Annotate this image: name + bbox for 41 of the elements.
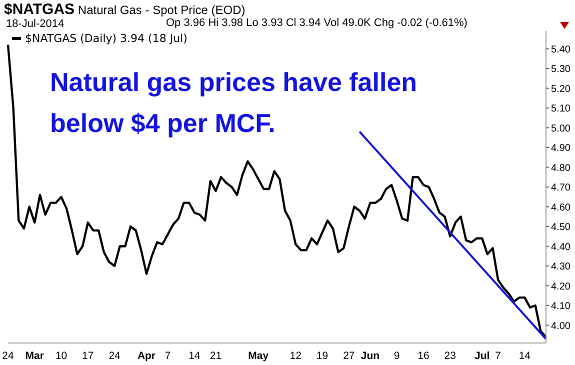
- x-tick-label: Mar: [25, 350, 44, 362]
- y-tick-label: 4.20: [551, 281, 571, 292]
- x-tick-label: 14: [518, 350, 531, 362]
- y-tick-label: 4.70: [551, 182, 571, 194]
- x-tick-label: 24: [108, 350, 121, 362]
- x-tick-label: 27: [343, 350, 355, 362]
- x-tick-label: Jun: [360, 350, 380, 362]
- y-tick-label: 4.80: [551, 162, 571, 174]
- legend-label: $NATGAS (Daily) 3.94 (18 Jul): [25, 32, 188, 45]
- x-tick-label: 12: [290, 350, 302, 362]
- chart-title: $NATGAS Natural Gas - Spot Price (EOD): [4, 1, 246, 18]
- x-tick-label: 7: [164, 350, 171, 362]
- x-tick-label: 24: [2, 350, 14, 362]
- y-tick-label: 4.50: [551, 222, 571, 234]
- x-tick-label: 7: [495, 350, 502, 362]
- y-tick-label: 5.40: [551, 44, 571, 56]
- x-tick-label: 14: [188, 350, 200, 362]
- y-tick-label: 4.30: [551, 262, 571, 273]
- y-tick-label: 5.20: [551, 84, 571, 95]
- y-tick-label: 5.10: [551, 104, 571, 115]
- x-tick-label: May: [248, 350, 269, 362]
- x-tick-label: 10: [55, 350, 68, 362]
- x-tick-label: 21: [210, 350, 222, 362]
- x-tick-label: 19: [316, 350, 328, 362]
- y-tick-label: 4.40: [551, 242, 571, 253]
- y-tick-label: 4.00: [551, 320, 571, 332]
- text: Op 3.96 Hi 3.98 Lo 3.93 Cl 3.94 Vol 49.0K Chg -0.02 (-0.61%): [166, 17, 468, 29]
- x-tick-label: 9: [394, 350, 400, 362]
- y-tick-label: 5.30: [551, 64, 571, 76]
- x-tick-label: Jul: [474, 350, 490, 362]
- y-tick-label: 4.60: [551, 202, 571, 214]
- chart-subtitle: 18-Jul-2014: [6, 18, 64, 30]
- line-series: [6, 44, 548, 338]
- y-tick-label: 5.00: [551, 123, 571, 134]
- x-tick-label: 16: [418, 350, 430, 362]
- annotation: Natural gas prices have fallen below $4 per MCF.: [50, 66, 418, 140]
- x-tick-label: 17: [82, 350, 94, 362]
- y-tick-label: 4.90: [551, 143, 571, 154]
- x-tick-label: Apr: [137, 350, 156, 362]
- x-tick-label: 23: [444, 350, 456, 362]
- y-tick-label: 4.10: [551, 301, 571, 312]
